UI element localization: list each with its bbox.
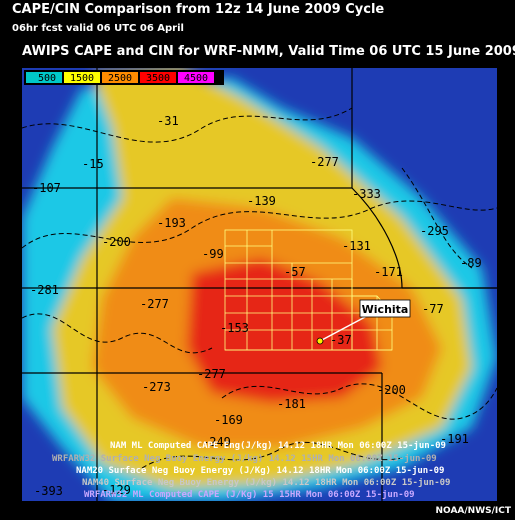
- cin-label: -277: [197, 367, 226, 381]
- legend-label: 500: [38, 73, 56, 84]
- legend-swatch: [102, 72, 138, 83]
- panel-title: AWIPS CAPE and CIN for WRF-NMM, Valid Ti…: [22, 44, 515, 59]
- legend: 500 1500 2500 3500 4500: [24, 70, 224, 85]
- legend-label: 2500: [108, 73, 132, 84]
- cin-label: -139: [247, 194, 276, 208]
- legend-label: 3500: [146, 73, 170, 84]
- cin-label: -200: [377, 383, 406, 397]
- city-label: Wichita: [362, 303, 409, 316]
- cape-map[interactable]: -31 -15 -107 -277 -333 -139 -295 -193 -2…: [22, 68, 497, 501]
- legend-swatch: [26, 72, 62, 83]
- cin-label: -77: [422, 302, 444, 316]
- legend-swatch: [64, 72, 100, 83]
- product-overlay-text: NAM ML Computed CAPE Eng(J/kg) 14.12 18H…: [52, 440, 450, 500]
- page-subtitle: 06hr fcst valid 06 UTC 06 April: [12, 23, 184, 34]
- cin-label: -129: [102, 483, 131, 497]
- city-dot-icon: [316, 337, 324, 345]
- cin-contours: [22, 107, 497, 469]
- overlay-line: WRFARW32 ML Computed CAPE (J/Kg) 15 15HR…: [84, 489, 415, 500]
- overlay-line: WRFARW32 Surface Neg Buoy Energy (J/kg) …: [52, 453, 437, 464]
- cin-label: -37: [330, 333, 352, 347]
- cin-label: -273: [142, 380, 171, 394]
- cin-label: -191: [440, 432, 469, 446]
- cin-label: -333: [352, 187, 381, 201]
- credit-label: NOAA/NWS/ICT: [435, 506, 511, 516]
- cin-label: -153: [220, 321, 249, 335]
- legend-swatch: [140, 72, 176, 83]
- cin-label: -169: [214, 413, 243, 427]
- cin-label: -171: [374, 265, 403, 279]
- overlay-line: NAM ML Computed CAPE Eng(J/kg) 14.12 18H…: [110, 440, 446, 451]
- cin-label: -107: [32, 181, 61, 195]
- city-pointer-line: [319, 315, 368, 342]
- city-label-box: [359, 299, 411, 318]
- cape-3500-region: [187, 258, 382, 403]
- cin-label: -31: [157, 114, 179, 128]
- cin-label: -281: [30, 283, 59, 297]
- cin-label: -200: [102, 235, 131, 249]
- page-title: CAPE/CIN Comparison from 12z 14 June 200…: [12, 2, 385, 17]
- legend-swatch: [178, 72, 214, 83]
- overlay-line: NAM20 Surface Neg Buoy Energy (J/Kg) 14.…: [76, 465, 444, 476]
- cin-label: -57: [284, 265, 306, 279]
- city-marker-wichita[interactable]: Wichita: [316, 299, 411, 345]
- overlay-line: NAM40 Surface Neg Buoy Energy (J/kg) 14.…: [82, 477, 450, 488]
- legend-label: 4500: [184, 73, 208, 84]
- cin-label: -295: [420, 224, 449, 238]
- cin-value-labels: -31 -15 -107 -277 -333 -139 -295 -193 -2…: [30, 114, 482, 498]
- cin-label: -181: [277, 397, 306, 411]
- cin-label: -249: [202, 435, 231, 449]
- cin-label: -15: [82, 157, 104, 171]
- county-grid: [224, 229, 393, 351]
- cin-label: -193: [157, 216, 186, 230]
- cin-label: -277: [310, 155, 339, 169]
- cin-label: -277: [140, 297, 169, 311]
- cin-label: -89: [460, 256, 482, 270]
- cin-label: -393: [34, 484, 63, 498]
- cin-label: -131: [342, 239, 371, 253]
- legend-label: 1500: [70, 73, 94, 84]
- map-canvas: -31 -15 -107 -277 -333 -139 -295 -193 -2…: [22, 68, 497, 501]
- cin-label: -99: [202, 247, 224, 261]
